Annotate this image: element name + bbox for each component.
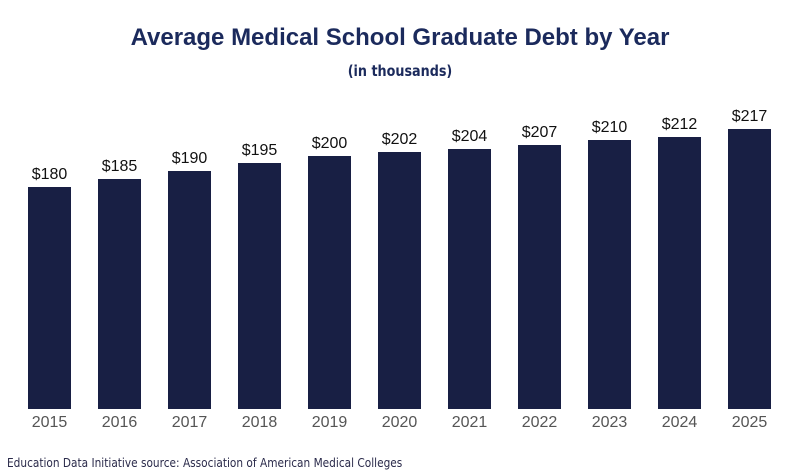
value-label: $207	[521, 123, 558, 141]
value-label: $200	[311, 134, 348, 152]
value-label: $217	[731, 107, 768, 125]
x-tick-label: 2024	[661, 414, 698, 431]
x-tick-label: 2018	[241, 414, 278, 431]
value-label: $210	[591, 118, 628, 136]
bar-2019	[308, 155, 351, 409]
x-tick-label: 2016	[101, 414, 138, 431]
bar-2020	[378, 152, 421, 409]
bar-2021	[448, 149, 491, 409]
value-label: $180	[31, 165, 68, 183]
bar-2022	[518, 144, 561, 409]
x-tick-label: 2020	[381, 414, 418, 431]
bar-2024	[658, 136, 701, 409]
value-label: $202	[381, 131, 418, 149]
chart-title: Average Medical School Graduate Debt by …	[130, 24, 670, 51]
value-label: $212	[661, 115, 698, 133]
x-tick-label: 2023	[591, 414, 628, 431]
x-tick-label: 2022	[521, 414, 558, 431]
bar-2018	[238, 163, 281, 409]
bar-2015	[28, 186, 71, 409]
bar-2023	[588, 139, 631, 409]
value-label: $195	[241, 142, 278, 160]
bar-2016	[98, 179, 141, 409]
x-tick-label: 2015	[31, 414, 68, 431]
value-label: $204	[451, 128, 488, 146]
bar-2025	[728, 128, 771, 409]
bar-2017	[168, 171, 211, 409]
source-note: Education Data Initiative source: Associ…	[7, 456, 403, 470]
value-label: $185	[101, 158, 138, 176]
x-tick-label: 2019	[311, 414, 348, 431]
chart-subtitle: (in thousands)	[347, 62, 453, 80]
x-tick-label: 2025	[731, 414, 768, 431]
x-tick-label: 2021	[451, 414, 488, 431]
value-label: $190	[171, 150, 208, 168]
x-tick-label: 2017	[171, 414, 208, 431]
